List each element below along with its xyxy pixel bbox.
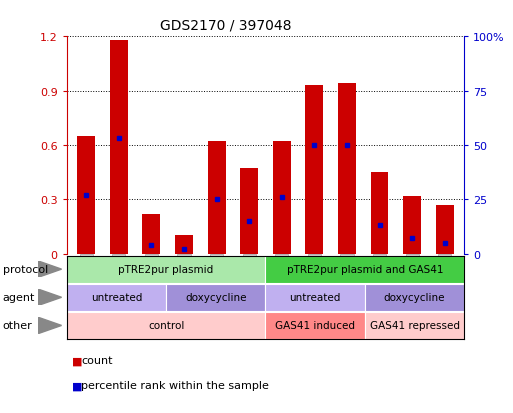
Text: doxycycline: doxycycline (185, 292, 247, 303)
Bar (208, 142, 226, 254)
Text: GAS41 induced: GAS41 induced (275, 320, 355, 331)
Text: control: control (148, 320, 184, 331)
Bar (338, 84, 356, 254)
Bar (110, 41, 128, 254)
Text: ■: ■ (72, 356, 82, 366)
Polygon shape (38, 290, 62, 306)
Text: pTRE2pur plasmid and GAS41: pTRE2pur plasmid and GAS41 (287, 264, 443, 275)
Text: doxycycline: doxycycline (384, 292, 445, 303)
Bar (273, 142, 291, 254)
Bar (77, 137, 95, 254)
Text: percentile rank within the sample: percentile rank within the sample (81, 380, 269, 390)
Bar (240, 169, 258, 254)
Text: count: count (81, 356, 112, 366)
Text: ■: ■ (72, 380, 82, 390)
Bar (370, 173, 388, 254)
Polygon shape (38, 261, 62, 278)
Text: GDS2170 / 397048: GDS2170 / 397048 (160, 19, 291, 33)
Text: pTRE2pur plasmid: pTRE2pur plasmid (119, 264, 214, 275)
Text: untreated: untreated (91, 292, 142, 303)
Bar (305, 86, 323, 254)
Bar (403, 196, 421, 254)
Text: other: other (3, 320, 32, 331)
Text: GAS41 repressed: GAS41 repressed (369, 320, 460, 331)
Text: protocol: protocol (3, 264, 48, 275)
Text: agent: agent (3, 292, 35, 303)
Bar (143, 214, 161, 254)
Bar (436, 205, 453, 254)
Bar (175, 236, 193, 254)
Text: untreated: untreated (289, 292, 341, 303)
Polygon shape (38, 318, 62, 334)
